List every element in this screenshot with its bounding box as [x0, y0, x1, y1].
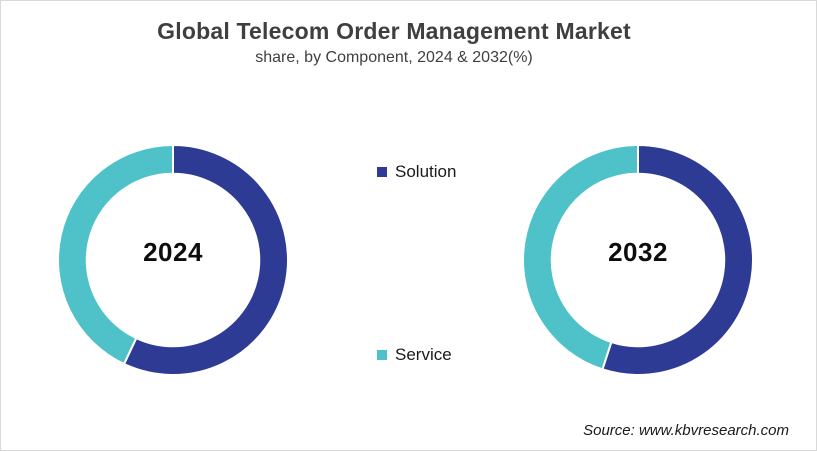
donut-chart-2032 [522, 144, 754, 376]
legend-marker-service-icon [377, 350, 387, 360]
legend-item-solution: Solution [377, 162, 456, 182]
legend-marker-solution-icon [377, 167, 387, 177]
chart-title: Global Telecom Order Management Market [157, 18, 631, 44]
donut-slice-service [522, 144, 639, 371]
legend-label-service: Service [395, 345, 452, 364]
donut-chart-2024 [57, 144, 289, 376]
chart-header: Global Telecom Order Management Market s… [1, 18, 787, 67]
source-note: Source: www.kbvresearch.com [583, 422, 789, 439]
chart-subtitle: share, by Component, 2024 & 2032(%) [255, 48, 533, 66]
donut-slice-solution [601, 144, 754, 376]
donut-slice-service [57, 144, 174, 366]
legend-label-solution: Solution [395, 162, 457, 181]
donut-slice-solution [123, 144, 289, 376]
donut-center-label-2032: 2032 [608, 237, 668, 267]
donut-center-label-2024: 2024 [143, 237, 203, 267]
legend-item-service: Service [377, 345, 452, 365]
